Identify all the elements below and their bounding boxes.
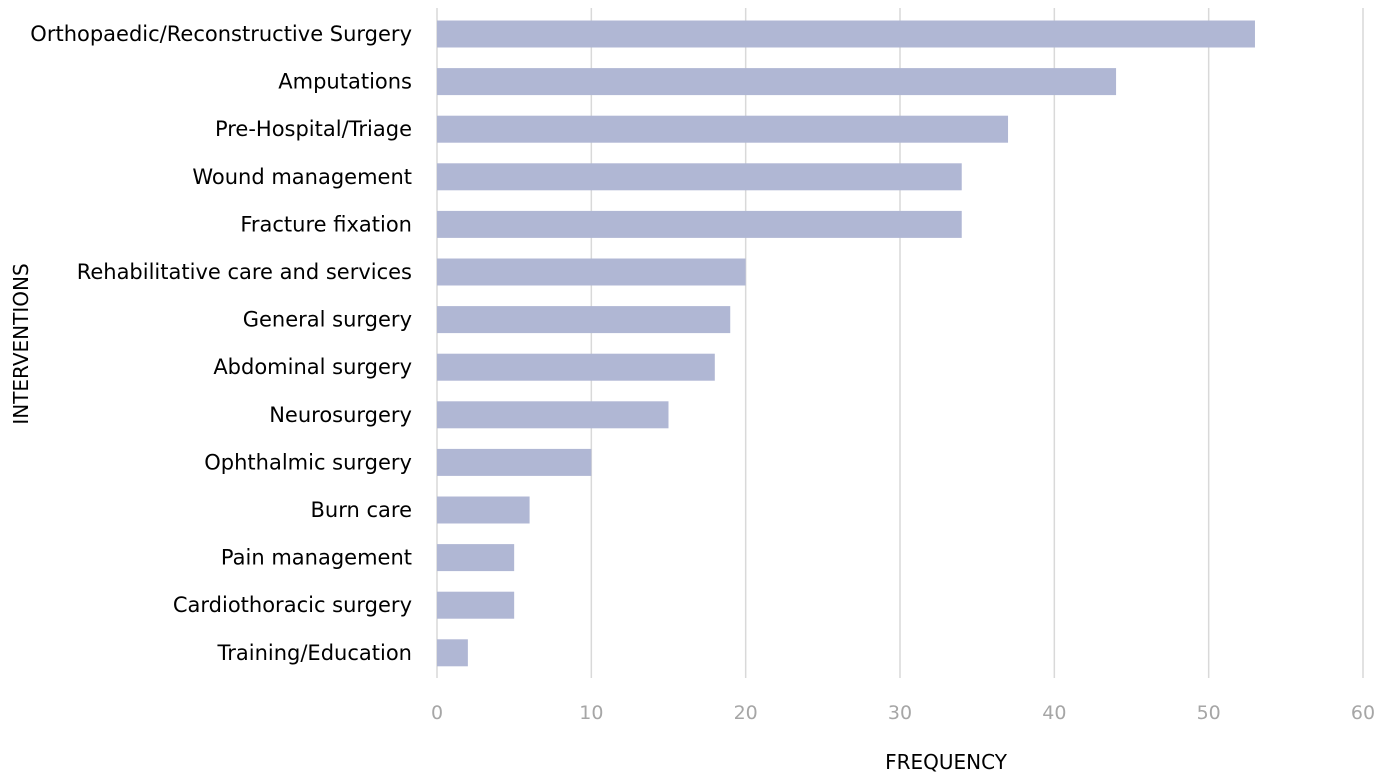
x-tick-label-10: 10 [579,702,603,724]
bar-3 [437,163,962,191]
bar-4 [437,210,962,238]
category-labels: Orthopaedic/Reconstructive Surgery Amputa… [30,22,412,665]
x-tick-label-60: 60 [1351,702,1375,724]
x-axis-title: FREQUENCY [885,750,1008,774]
category-label-12: Cardiothoracic surgery [173,593,412,617]
bar-5 [437,258,746,286]
x-tick-label-20: 20 [734,702,758,724]
category-label-0: Orthopaedic/Reconstructive Surgery [30,22,412,46]
category-label-7: Abdominal surgery [213,355,412,379]
category-label-6: General surgery [243,308,412,332]
y-axis-title: INTERVENTIONS [9,263,33,424]
category-label-1: Amputations [278,70,412,94]
x-tick-label-40: 40 [1042,702,1066,724]
grid-lines [436,8,1364,678]
bar-6 [437,306,731,334]
bar-8 [437,401,669,429]
category-label-10: Burn care [311,498,412,522]
bars [437,20,1255,667]
category-label-8: Neurosurgery [269,403,412,427]
bar-9 [437,448,592,476]
category-label-11: Pain management [221,546,412,570]
x-tick-labels: 0 10 20 30 40 50 60 [431,702,1375,724]
bar-7 [437,353,715,381]
bar-10 [437,496,530,524]
x-tick-label-50: 50 [1197,702,1221,724]
category-label-5: Rehabilitative care and services [77,260,412,284]
bar-0 [437,20,1255,48]
category-label-9: Ophthalmic surgery [204,450,412,474]
bar-13 [437,639,468,667]
category-label-13: Training/Education [217,641,413,665]
bar-2 [437,115,1009,143]
bar-12 [437,591,515,619]
x-tick-label-0: 0 [431,702,443,724]
bar-11 [437,544,515,572]
category-label-3: Wound management [192,165,412,189]
bar-1 [437,68,1117,96]
category-label-2: Pre-Hospital/Triage [215,117,412,141]
category-label-4: Fracture fixation [240,212,412,236]
x-tick-label-30: 30 [888,702,912,724]
